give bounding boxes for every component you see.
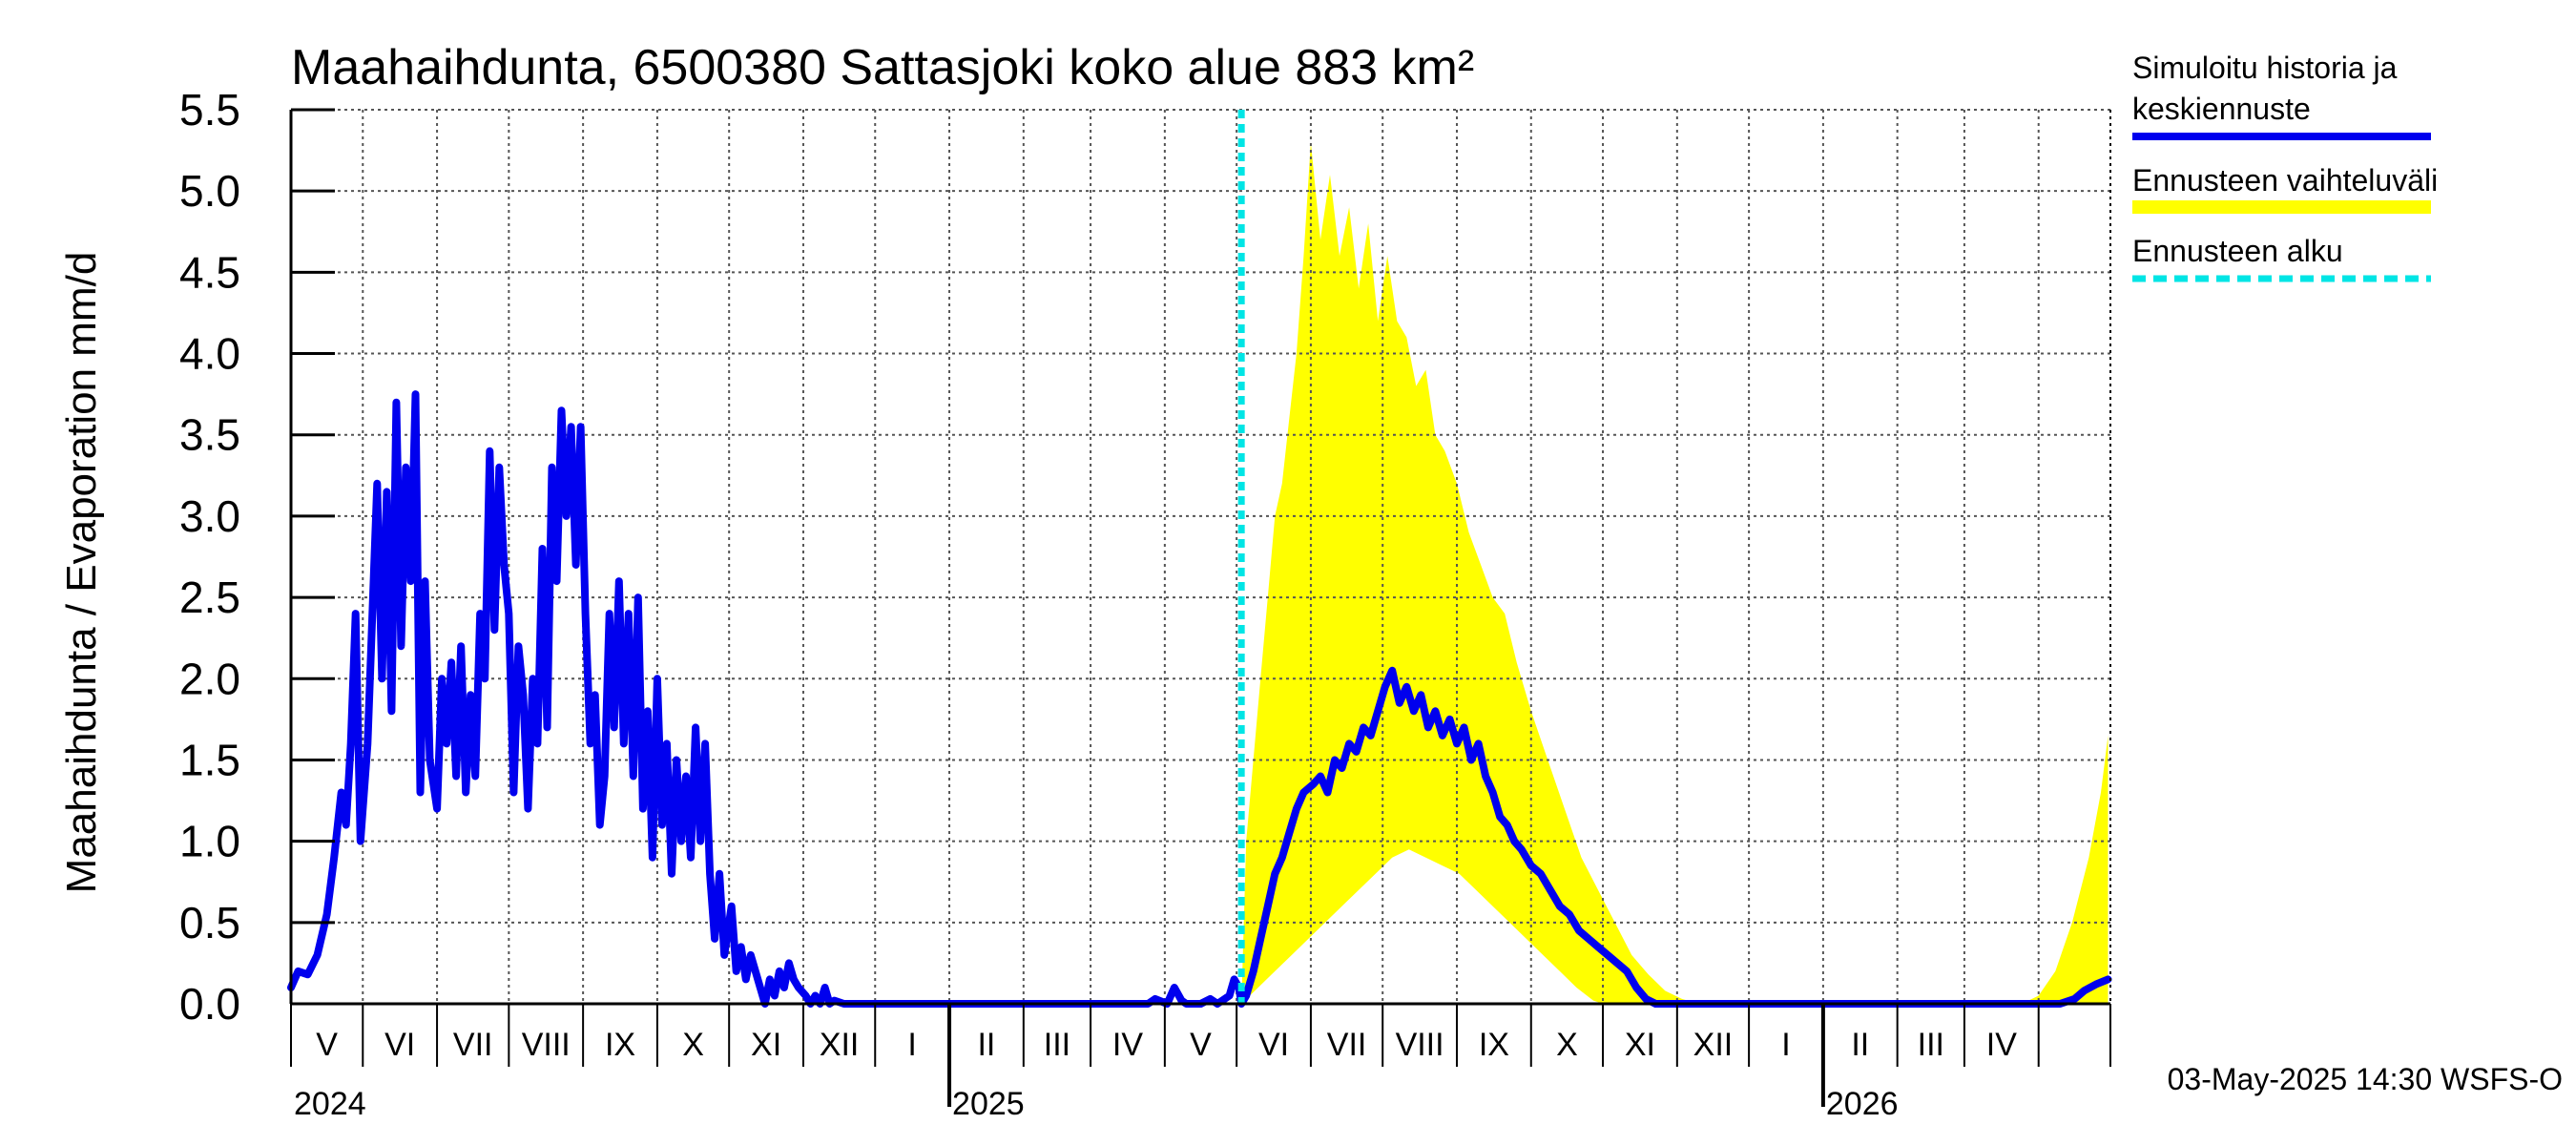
month-label: I [907, 1027, 916, 1063]
month-label: VII [453, 1027, 493, 1063]
month-label: VI [384, 1027, 415, 1063]
y-tick-label: 2.5 [179, 572, 240, 622]
y-tick-label: 4.0 [179, 329, 240, 379]
y-tick-label: 5.0 [179, 166, 240, 216]
legend-label-range: Ennusteen vaihteluväli [2132, 163, 2438, 198]
forecast-range-band-layer [1241, 142, 2109, 1005]
y-tick-label: 0.5 [179, 898, 240, 947]
month-label: IX [605, 1027, 635, 1063]
y-tick-label: 2.0 [179, 654, 240, 703]
year-label: 2026 [1826, 1086, 1899, 1122]
series-layer [287, 110, 2112, 1008]
month-label: II [977, 1027, 995, 1063]
forecast-range-band [1241, 142, 2109, 1005]
month-label: V [316, 1027, 338, 1063]
year-label: 2025 [952, 1086, 1025, 1122]
month-label: IV [1112, 1027, 1143, 1063]
y-tick-label: 3.5 [179, 410, 240, 460]
month-label: X [1556, 1027, 1578, 1063]
legend-label-simulated-line1: Simuloitu historia ja [2132, 51, 2398, 85]
grid-layer [291, 109, 2110, 1004]
legend: Simuloitu historia ja keskiennuste Ennuste… [2132, 51, 2438, 282]
chart-title: Maahaihdunta, 6500380 Sattasjoki koko al… [291, 40, 1474, 95]
legend-label-simulated-line2: keskiennuste [2132, 92, 2311, 126]
legend-label-forecast-start: Ennusteen alku [2132, 234, 2343, 268]
y-axis-label: Maahaihdunta / Evaporation mm/d [58, 252, 105, 894]
year-label: 2024 [294, 1086, 366, 1122]
month-label: XI [1625, 1027, 1655, 1063]
month-label: III [1918, 1027, 1944, 1063]
timestamp-footer: 03-May-2025 14:30 WSFS-O [2168, 1062, 2563, 1096]
month-label: VI [1258, 1027, 1289, 1063]
month-label: I [1781, 1027, 1790, 1063]
y-tick-label: 0.0 [179, 979, 240, 1029]
month-label: VIII [1396, 1027, 1444, 1063]
month-label: XII [1693, 1027, 1734, 1063]
y-tick-label: 3.0 [179, 491, 240, 541]
month-label: II [1851, 1027, 1869, 1063]
axes-layer: 0.00.51.01.52.02.53.03.54.04.55.05.5V VI V… [179, 85, 2111, 1122]
month-label: XII [820, 1027, 860, 1063]
month-label: III [1044, 1027, 1070, 1063]
y-tick-label: 4.5 [179, 247, 240, 297]
mean-forecast-line [287, 390, 2112, 1008]
month-label: VII [1327, 1027, 1367, 1063]
month-label: IX [1479, 1027, 1509, 1063]
y-tick-label: 5.5 [179, 85, 240, 135]
month-label: VIII [522, 1027, 571, 1063]
month-label: V [1190, 1027, 1212, 1063]
month-label: IV [1986, 1027, 2017, 1063]
y-tick-label: 1.0 [179, 817, 240, 866]
month-label: XI [751, 1027, 781, 1063]
month-label: X [682, 1027, 704, 1063]
y-tick-label: 1.5 [179, 735, 240, 784]
